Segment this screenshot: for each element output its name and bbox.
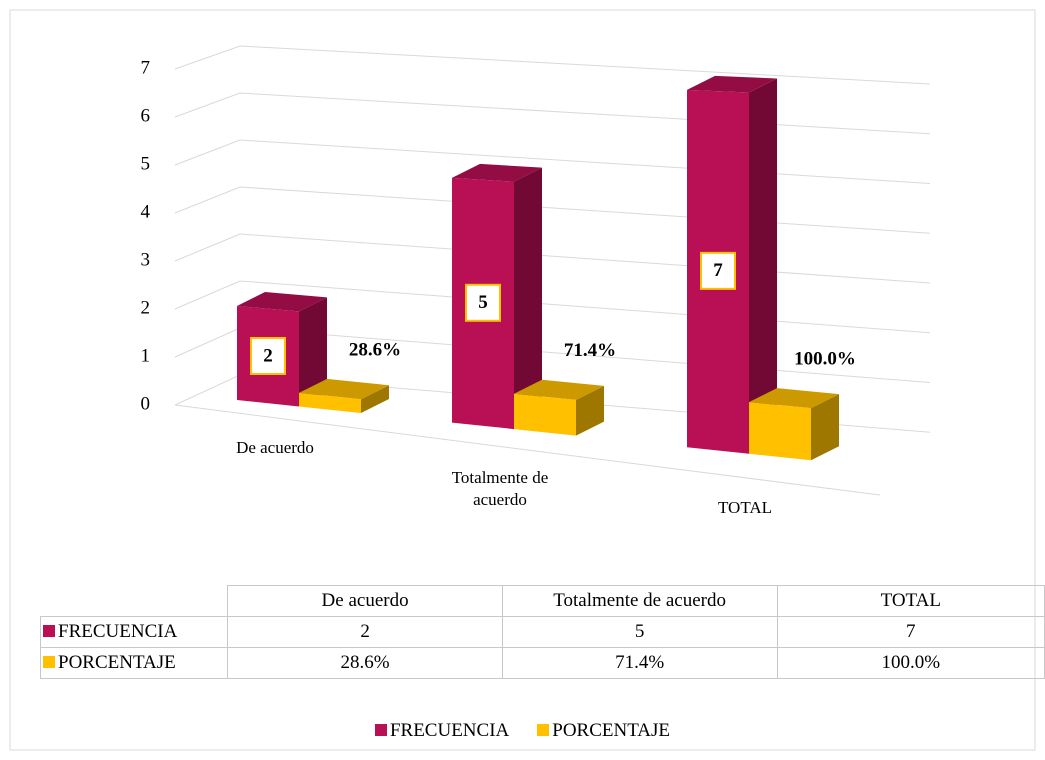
y-tick-label: 3 xyxy=(141,249,151,270)
bar-side xyxy=(576,385,604,436)
legend-swatch xyxy=(43,625,55,637)
grid-line xyxy=(174,139,931,184)
data-label: 5 xyxy=(478,292,488,313)
grid-line xyxy=(174,233,931,284)
data-table: De acuerdo Totalmente de acuerdo TOTAL FREC… xyxy=(39,585,1045,679)
y-tick-label: 7 xyxy=(141,57,151,78)
table-cell: 7 xyxy=(776,616,1045,648)
table-cell: 5 xyxy=(501,616,778,648)
bar-side xyxy=(361,385,389,414)
table-header: TOTAL xyxy=(776,585,1045,617)
x-tick-label: De acuerdo xyxy=(236,438,314,457)
row-name: PORCENTAJE xyxy=(58,652,176,673)
table-row-header: FRECUENCIA xyxy=(39,616,229,648)
table-header: De acuerdo xyxy=(227,585,503,617)
table-header-row: De acuerdo Totalmente de acuerdo TOTAL xyxy=(40,585,1045,617)
table-cell: 100.0% xyxy=(776,647,1045,679)
y-tick-label: 4 xyxy=(141,201,151,222)
bar-top xyxy=(749,388,839,409)
bar-side xyxy=(811,394,839,461)
frame-border xyxy=(9,9,1036,751)
grid-line xyxy=(174,45,931,85)
x-axis-line xyxy=(174,404,881,496)
y-tick-label: 6 xyxy=(141,105,151,126)
x-tick-label: Totalmente de acuerdo xyxy=(451,468,549,509)
data-label: 7 xyxy=(713,260,723,281)
legend-swatch xyxy=(374,724,387,736)
table-row: PORCENTAJE 28.6% 71.4% 100.0% xyxy=(39,647,1045,679)
bar-top xyxy=(514,379,604,400)
legend-swatch xyxy=(43,656,55,668)
data-label: 28.6% xyxy=(349,339,401,360)
bar-side xyxy=(749,78,777,454)
table-cell: 2 xyxy=(227,616,503,648)
legend-label: PORCENTAJE xyxy=(552,720,671,741)
bar-side xyxy=(514,167,542,430)
bar-front xyxy=(299,392,361,414)
table-header: Totalmente de acuerdo xyxy=(501,585,778,617)
y-tick-label: 5 xyxy=(141,153,151,174)
legend-swatch xyxy=(537,724,550,736)
data-label: 2 xyxy=(263,345,273,366)
bar-top xyxy=(452,163,542,182)
data-label: 71.4% xyxy=(564,340,616,361)
table-row-header: PORCENTAJE xyxy=(39,647,229,679)
bar-top xyxy=(299,378,389,400)
table-row: FRECUENCIA 2 5 7 xyxy=(39,616,1045,648)
grid-line xyxy=(174,186,931,234)
bar-front xyxy=(749,402,811,461)
legend-label: FRECUENCIA xyxy=(389,720,510,741)
table-cell: 71.4% xyxy=(501,647,778,679)
y-tick-label: 0 xyxy=(141,393,151,414)
legend-item: PORCENTAJE xyxy=(537,720,670,741)
table-corner xyxy=(40,585,229,617)
y-tick-label: 2 xyxy=(141,297,151,318)
y-tick-label: 1 xyxy=(141,345,151,366)
bar-top xyxy=(237,292,327,312)
grid-line xyxy=(174,92,931,135)
row-name: FRECUENCIA xyxy=(58,621,178,642)
legend-item: FRECUENCIA xyxy=(374,720,510,741)
data-label-box xyxy=(700,251,736,290)
bar xyxy=(299,378,389,414)
data-label-box xyxy=(465,283,501,322)
data-label-box xyxy=(250,336,286,375)
bar xyxy=(749,388,839,461)
data-label: 100.0% xyxy=(794,348,856,369)
bar xyxy=(514,379,604,436)
table-cell: 28.6% xyxy=(227,647,503,679)
bar-top xyxy=(687,75,777,93)
legend: FRECUENCIA PORCENTAJE xyxy=(0,720,1045,742)
bar-front xyxy=(514,393,576,436)
bar-side xyxy=(299,297,327,407)
x-tick-label: TOTAL xyxy=(717,498,773,517)
